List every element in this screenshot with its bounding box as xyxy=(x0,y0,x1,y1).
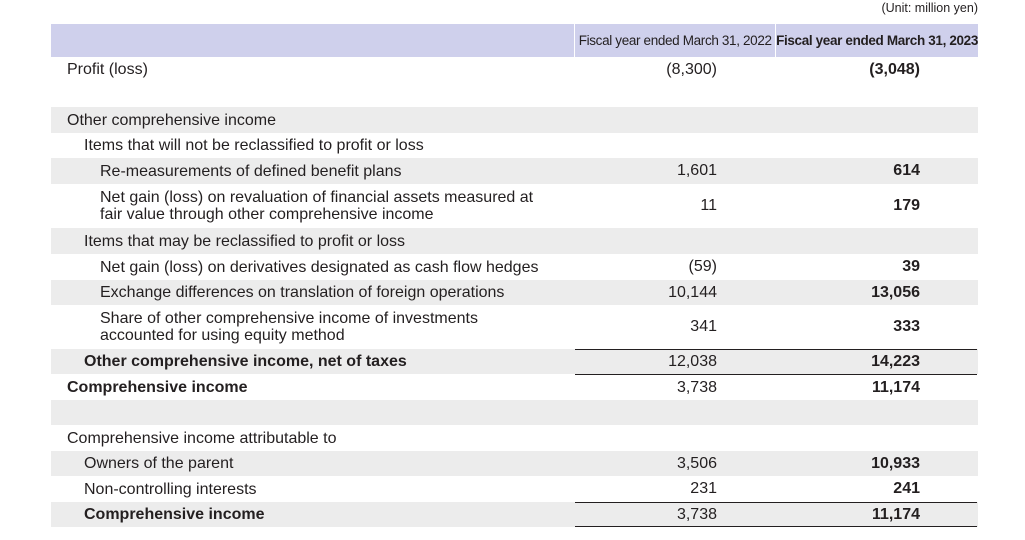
row-label: Non-controlling interests xyxy=(84,480,257,498)
row-label: Share of other comprehensive income of i… xyxy=(51,310,575,344)
row-label: Profit (loss) xyxy=(67,61,148,78)
value-fy2022: 11 xyxy=(700,197,717,214)
row-reclassified-heading: Items that may be reclassified to profit… xyxy=(51,228,978,254)
row-remeasurements: Re-measurements of defined benefit plans… xyxy=(51,158,978,184)
value-fy2023: 11,174 xyxy=(775,374,977,400)
value-fy2023: 614 xyxy=(893,162,920,179)
row-fvoci: Net gain (loss) on revaluation of financ… xyxy=(51,184,978,228)
value-fy2022: 1,601 xyxy=(676,162,717,179)
row-non-controlling-interests: Non-controlling interests 231 241 xyxy=(51,476,978,502)
value-fy2023: 333 xyxy=(893,318,920,335)
unit-note: (Unit: million yen) xyxy=(881,1,978,15)
row-equity-method: Share of other comprehensive income of i… xyxy=(51,305,978,349)
table-header: Fiscal year ended March 31, 2022 Fiscal … xyxy=(51,24,978,57)
row-attributable-heading: Comprehensive income attributable to xyxy=(51,425,978,451)
row-oci-net-of-taxes: Other comprehensive income, net of taxes… xyxy=(51,349,978,374)
row-label-line2: fair value through other comprehensive i… xyxy=(100,206,434,223)
row-label: Items that will not be reclassified to p… xyxy=(84,137,424,154)
value-fy2023: (3,048) xyxy=(869,60,920,78)
row-label: Exchange differences on translation of f… xyxy=(100,284,505,301)
value-fy2022: 12,038 xyxy=(575,349,775,374)
value-fy2022: 10,144 xyxy=(668,283,717,301)
column-header-fy2023: Fiscal year ended March 31, 2023 xyxy=(775,24,978,57)
row-label: Other comprehensive income xyxy=(67,111,276,129)
row-comprehensive-income: Comprehensive income 3,738 11,174 xyxy=(51,374,978,400)
value-fy2022: (59) xyxy=(688,258,717,275)
row-exchange-differences: Exchange differences on translation of f… xyxy=(51,280,978,305)
comprehensive-income-table: Fiscal year ended March 31, 2022 Fiscal … xyxy=(51,24,978,527)
row-label-line2: accounted for using equity method xyxy=(100,327,345,344)
row-label: Net gain (loss) on derivatives designate… xyxy=(100,258,539,276)
row-oci-heading: Other comprehensive income xyxy=(51,107,978,133)
row-label: Comprehensive income xyxy=(84,506,265,523)
value-fy2023: 179 xyxy=(893,197,920,214)
row-cash-flow-hedges: Net gain (loss) on derivatives designate… xyxy=(51,254,978,280)
row-label-line1: Net gain (loss) on revaluation of financ… xyxy=(100,189,534,206)
column-header-fy2022: Fiscal year ended March 31, 2022 xyxy=(574,24,775,57)
spacer-row xyxy=(51,82,978,107)
row-profit: Profit (loss) (8,300) (3,048) xyxy=(51,57,978,82)
value-fy2023: 241 xyxy=(893,480,920,497)
row-label: Items that may be reclassified to profit… xyxy=(84,232,406,250)
value-fy2023: 11,174 xyxy=(775,502,977,527)
row-label: Re-measurements of defined benefit plans xyxy=(100,162,402,180)
value-fy2022: 3,738 xyxy=(575,374,775,400)
row-label: Net gain (loss) on revaluation of financ… xyxy=(51,189,575,223)
row-label-line1: Share of other comprehensive income of i… xyxy=(100,310,478,327)
value-fy2023: 14,223 xyxy=(775,349,977,374)
value-fy2023: 10,933 xyxy=(871,454,920,472)
row-label: Owners of the parent xyxy=(84,455,234,472)
value-fy2022: 231 xyxy=(690,480,717,497)
value-fy2023: 39 xyxy=(902,258,920,275)
value-fy2022: 341 xyxy=(690,318,717,335)
header-label-cell xyxy=(51,24,574,57)
row-label: Other comprehensive income, net of taxes xyxy=(84,353,407,370)
spacer-row xyxy=(51,400,978,425)
row-owners-of-parent: Owners of the parent 3,506 10,933 xyxy=(51,451,978,476)
row-label: Comprehensive income attributable to xyxy=(67,429,337,447)
value-fy2022: (8,300) xyxy=(666,60,717,78)
row-comprehensive-income-total: Comprehensive income 3,738 11,174 xyxy=(51,502,978,527)
value-fy2022: 3,738 xyxy=(575,502,775,527)
row-label: Comprehensive income xyxy=(67,378,248,396)
row-not-reclassified-heading: Items that will not be reclassified to p… xyxy=(51,133,978,158)
value-fy2022: 3,506 xyxy=(676,454,717,472)
value-fy2023: 13,056 xyxy=(871,283,920,301)
